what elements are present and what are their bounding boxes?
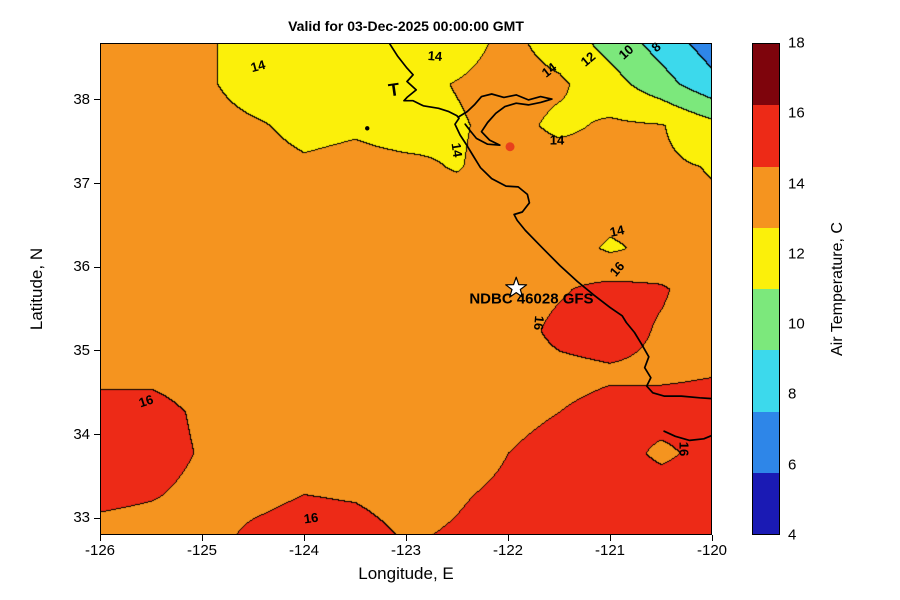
x-tick-mark [711,535,713,541]
y-tick-mark [94,434,100,436]
y-tick-mark [94,266,100,268]
colorbar [752,43,780,535]
y-tick-label: 34 [73,425,90,443]
contour-label-16: 16 [530,315,547,332]
map-plot-area: T NDBC 46028 GFS 14 14 14 12 10 8 14 14 14 16 16 16… [100,39,712,535]
colorbar-tick-label: 8 [788,385,797,403]
colorbar-tick-label: 6 [788,456,797,474]
colorbar-band [753,350,779,412]
contour-label-14: 14 [426,47,443,64]
colorbar-tick-label: 16 [788,104,805,122]
x-tick-mark [201,535,203,541]
coastline-path [388,43,712,400]
black-dot-marker [365,126,370,131]
colorbar-band [753,472,779,534]
x-tick-label: -121 [594,542,626,559]
colorbar-band [753,44,779,106]
colorbar-band [753,166,779,228]
x-tick-label: -124 [288,542,320,559]
y-tick-mark [94,350,100,352]
station-star-icon [505,276,528,298]
coastline-path [458,93,553,146]
y-tick-label: 38 [73,90,90,108]
colorbar-band [753,411,779,473]
y-tick-label: 35 [73,341,90,359]
x-tick-mark [507,535,509,541]
colorbar-band [753,289,779,351]
y-tick-mark [94,517,100,519]
t-flag-marker: T [387,79,401,100]
x-tick-label: -125 [186,542,218,559]
x-axis-label: Longitude, E [358,564,454,583]
x-tick-mark [405,535,407,541]
contour-label-14: 14 [608,222,626,241]
station-label: NDBC 46028 GFS [469,290,594,308]
x-tick-label: -126 [84,542,116,559]
contour-label-14: 14 [549,132,565,148]
red-dot-marker [505,142,515,152]
contour-label-16: 16 [302,509,320,527]
coastline-path [663,430,712,442]
map-overlay: T [365,43,712,442]
y-tick-mark [94,183,100,185]
colorbar-tick-label: 12 [788,245,805,263]
x-tick-label: -122 [492,542,524,559]
x-tick-label: -123 [390,542,422,559]
y-tick-label: 33 [73,509,90,527]
plot-title: Valid for 03-Dec-2025 00:00:00 GMT [288,18,524,34]
colorbar-tick-label: 10 [788,315,805,333]
temperature-field-canvas [100,43,712,535]
colorbar-band [753,227,779,289]
colorbar-tick-label: 4 [788,526,797,544]
colorbar-tick-label: 18 [788,34,805,52]
colorbar-band [753,105,779,167]
contour-label-14: 14 [448,141,466,159]
x-tick-mark [303,535,305,541]
colorbar-label: Air Temperature, C [829,222,846,356]
x-tick-label: -120 [696,542,728,559]
colorbar-tick-label: 14 [788,175,805,193]
y-tick-label: 36 [73,258,90,276]
x-tick-mark [99,535,101,541]
y-tick-label: 37 [73,174,90,192]
x-tick-mark [609,535,611,541]
contour-label-16: 16 [676,441,692,457]
y-tick-mark [94,99,100,101]
